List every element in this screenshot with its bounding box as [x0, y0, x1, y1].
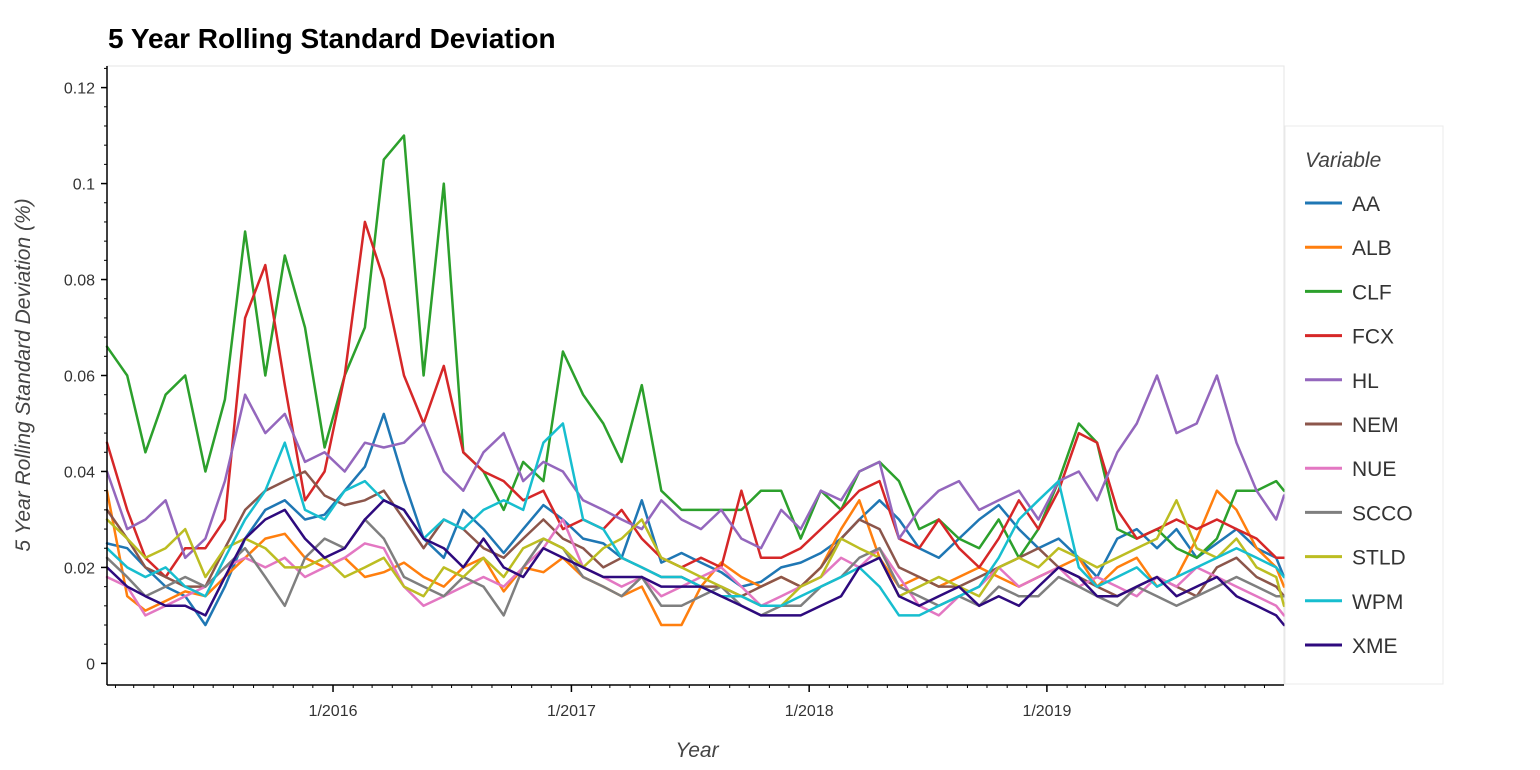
legend-label-hl: HL	[1352, 370, 1379, 393]
legend-label-clf: CLF	[1352, 281, 1392, 304]
legend-box	[1284, 125, 1444, 685]
x-tick-label: 1/2019	[1022, 703, 1071, 720]
y-tick-label: 0.1	[73, 177, 95, 194]
y-axis-ticks: 0 0.02 0.04 0.06 0.08 0.1 0.12	[64, 67, 107, 673]
y-tick-label: 0.02	[64, 560, 95, 577]
y-axis-label: 5 Year Rolling Standard Deviation (%)	[12, 198, 35, 551]
legend-label-nue: NUE	[1352, 458, 1396, 481]
x-tick-label: 1/2016	[309, 703, 358, 720]
y-tick-label: 0.08	[64, 273, 95, 290]
series-line-xme	[105, 499, 1286, 627]
series-layer	[105, 134, 1286, 627]
y-tick-label: 0	[86, 656, 95, 673]
legend: Variable AA ALB CLF FCX HL NEM NUE SCCO STLD WPM X…	[1284, 125, 1444, 685]
y-tick-label: 0.04	[64, 464, 95, 481]
x-axis-ticks: 1/2016 1/2017 1/2018 1/2019	[114, 685, 1265, 720]
x-tick-label: 1/2017	[547, 703, 596, 720]
legend-label-wpm: WPM	[1352, 591, 1403, 614]
y-tick-label: 0.12	[64, 81, 95, 98]
legend-label-scco: SCCO	[1352, 502, 1413, 525]
legend-label-alb: ALB	[1352, 237, 1392, 260]
legend-label-fcx: FCX	[1352, 326, 1394, 349]
legend-label-aa: AA	[1352, 193, 1380, 216]
x-tick-label: 1/2018	[785, 703, 834, 720]
legend-label-stld: STLD	[1352, 547, 1406, 570]
legend-label-nem: NEM	[1352, 414, 1399, 437]
legend-label-xme: XME	[1352, 635, 1398, 658]
series-line-stld	[105, 499, 1286, 608]
series-line-fcx	[105, 220, 1286, 579]
y-tick-label: 0.06	[64, 369, 95, 386]
x-axis-label: Year	[675, 739, 719, 762]
legend-items: AA ALB CLF FCX HL NEM NUE SCCO STLD WPM XME	[1305, 193, 1413, 658]
series-line-hl	[105, 374, 1286, 560]
chart-title: 5 Year Rolling Standard Deviation	[108, 23, 556, 54]
legend-title: Variable	[1305, 149, 1381, 172]
